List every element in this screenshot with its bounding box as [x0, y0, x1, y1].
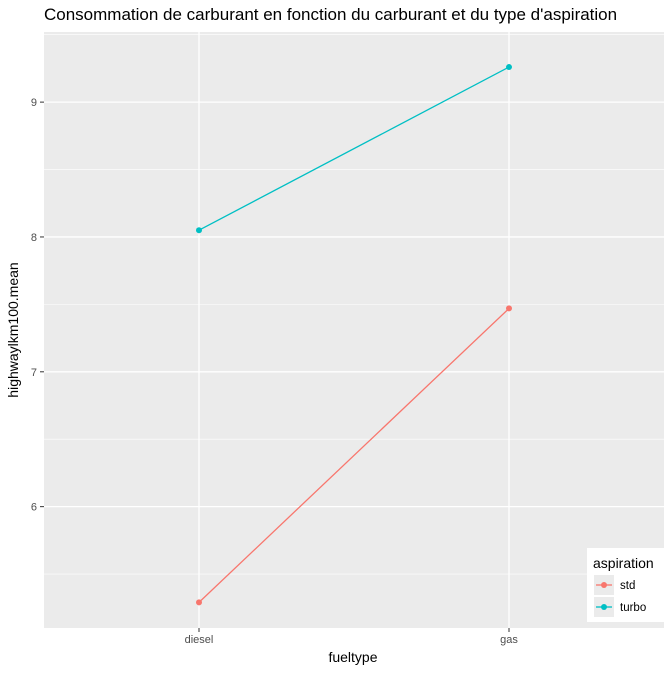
series-line-std — [198, 307, 510, 603]
series-line-turbo — [198, 66, 510, 231]
legend: aspiration std turbo — [587, 548, 671, 622]
legend-point-turbo — [601, 604, 607, 610]
chart-title: Consommation de carburant en fonction du… — [44, 5, 617, 24]
x-axis-ticks: diesel gas — [185, 628, 518, 646]
x-axis-title: fueltype — [328, 649, 377, 665]
data-point-std — [196, 599, 202, 606]
y-tick-label: 9 — [31, 97, 37, 109]
data-point-turbo — [196, 227, 202, 234]
y-tick-label: 6 — [31, 502, 37, 514]
legend-title: aspiration — [593, 555, 654, 571]
legend-point-std — [601, 582, 607, 588]
y-axis-ticks: 6 7 8 9 — [31, 97, 44, 514]
data-point-std — [506, 305, 512, 312]
plot-panel — [44, 32, 664, 628]
x-tick-label: diesel — [185, 634, 214, 646]
legend-items: std turbo — [594, 575, 646, 617]
series-points — [196, 64, 512, 606]
major-gridlines — [44, 32, 664, 628]
legend-label-std: std — [620, 580, 635, 592]
y-axis-title: highwaylkm100.mean — [5, 262, 21, 397]
data-point-turbo — [506, 64, 512, 71]
legend-label-turbo: turbo — [620, 602, 646, 614]
series-lines — [198, 66, 510, 603]
y-tick-label: 8 — [31, 232, 37, 244]
y-tick-label: 7 — [31, 367, 37, 379]
minor-gridlines — [44, 34, 664, 575]
x-tick-label: gas — [500, 634, 518, 646]
